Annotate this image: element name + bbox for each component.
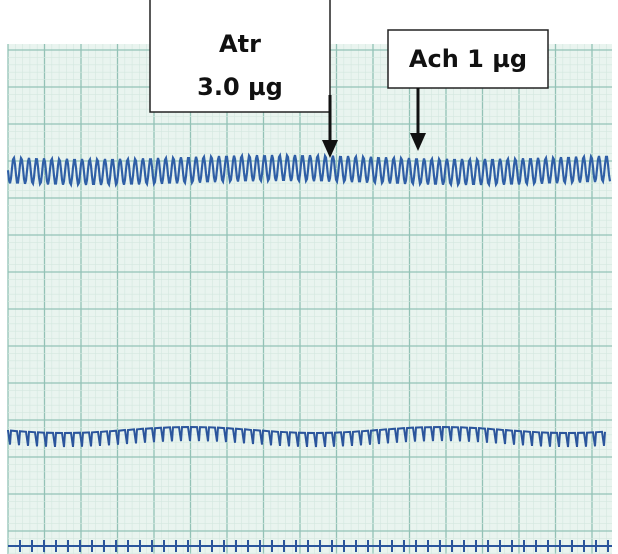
label-text: Ach 1 µg — [409, 45, 527, 73]
label-text: 3.0 µg — [197, 73, 283, 101]
label-box — [387, 29, 549, 89]
trace — [8, 540, 612, 552]
label-box — [149, 0, 331, 113]
trace — [7, 425, 606, 448]
chart-paper — [8, 44, 612, 554]
arrow — [322, 95, 338, 158]
trace — [6, 152, 612, 188]
paper-grid — [7, 44, 612, 554]
arrow — [410, 88, 426, 151]
label-text: Atr — [219, 30, 261, 58]
traces — [6, 152, 612, 552]
